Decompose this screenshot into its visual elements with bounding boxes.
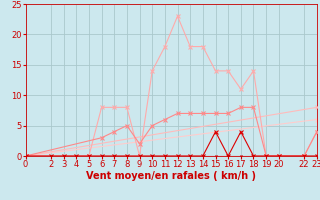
X-axis label: Vent moyen/en rafales ( km/h ): Vent moyen/en rafales ( km/h ) [86, 171, 256, 181]
